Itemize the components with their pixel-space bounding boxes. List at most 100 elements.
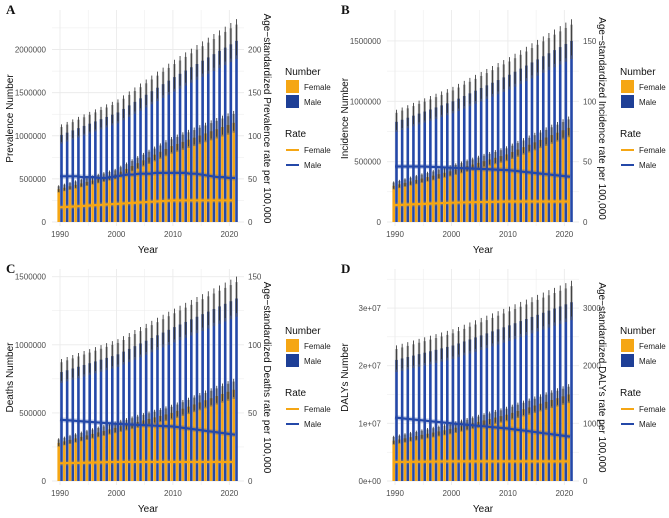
bar-male-2021 <box>570 40 573 222</box>
bar-female-2000 <box>113 427 117 481</box>
bar-female-1997 <box>431 432 435 481</box>
bar-female-2009 <box>499 416 503 481</box>
bar-female-2005 <box>142 420 145 481</box>
y-right-tick-label: 0 <box>248 477 253 486</box>
x-axis-label: Year <box>138 245 159 256</box>
bar-male-2020 <box>564 43 568 223</box>
bar-female-2006 <box>482 161 486 222</box>
bar-male-2012 <box>519 68 522 222</box>
bar-male-1991 <box>65 370 69 481</box>
legend-rate-female-label: Female <box>639 146 666 155</box>
y-right-tick-label: 150 <box>248 273 262 282</box>
bar-male-2016 <box>206 311 210 481</box>
y-right-axis-label: Age−standardized DALYs rate per 100,000 <box>596 282 607 473</box>
bar-male-2019 <box>558 306 562 481</box>
legend-rate-female-label: Female <box>304 405 331 414</box>
bar-male-2020 <box>564 304 568 481</box>
bar-female-2003 <box>130 423 134 481</box>
bar-male-2004 <box>139 98 142 222</box>
bar-female-1994 <box>79 183 83 222</box>
bar-male-1995 <box>423 352 427 481</box>
bar-female-1990 <box>57 442 60 481</box>
bar-female-1991 <box>398 439 401 481</box>
legend-female-swatch <box>621 339 634 352</box>
bar-female-2016 <box>539 403 542 481</box>
bar-male-2020 <box>229 301 233 481</box>
bar-female-2011 <box>510 151 514 222</box>
y-axis-label: Incidence Number <box>340 77 351 159</box>
bar-male-2008 <box>161 332 165 481</box>
bar-female-1997 <box>431 175 435 222</box>
chart-svg: 0 500000 1000000 1500000 0 50 100 150 1990 2000 20… <box>340 2 666 256</box>
bar-male-2019 <box>223 47 227 222</box>
bar-female-2009 <box>164 414 168 481</box>
y-tick-label: 500000 <box>354 158 381 167</box>
bar-female-2001 <box>454 169 458 222</box>
bar-male-2006 <box>150 91 154 223</box>
bar-male-2000 <box>116 354 120 481</box>
bar-female-2000 <box>448 429 452 481</box>
bar-female-2002 <box>460 426 463 481</box>
bar-female-1993 <box>409 437 412 481</box>
y-right-tick-label: 0 <box>583 477 588 486</box>
y-right-tick-label: 2000 <box>583 362 601 371</box>
bar-female-1990 <box>392 440 395 481</box>
y-tick-label: 2e+07 <box>359 362 382 371</box>
bar-male-2019 <box>558 47 562 222</box>
bar-male-2006 <box>485 333 489 481</box>
bar-female-1997 <box>96 432 100 481</box>
legend-rate-male-label: Male <box>304 161 322 170</box>
y-tick-label: 1500000 <box>15 273 47 282</box>
bar-male-1997 <box>434 107 438 222</box>
bar-male-1993 <box>77 366 80 481</box>
legend-female-swatch <box>286 80 299 93</box>
bar-female-2004 <box>471 423 475 481</box>
y-right-tick-label: 150 <box>248 89 262 98</box>
bar-male-2002 <box>462 95 466 222</box>
legend-female-label: Female <box>639 342 666 351</box>
bar-male-2010 <box>508 74 511 222</box>
bar-male-2005 <box>479 88 483 223</box>
bar-male-2013 <box>525 65 528 222</box>
bar-male-2004 <box>139 343 142 481</box>
bar-male-2009 <box>502 77 506 222</box>
bar-female-2007 <box>153 417 156 481</box>
bar-male-1991 <box>400 119 404 222</box>
y-tick-label: 1500000 <box>15 89 47 98</box>
x-tick-label: 2020 <box>220 230 238 239</box>
bar-male-2001 <box>457 98 460 222</box>
chart-svg: 0e+00 1e+07 2e+07 3e+07 0 1000 2000 3000 1990 200… <box>340 261 666 515</box>
bar-male-2005 <box>144 94 148 222</box>
rate-line-female <box>59 199 235 209</box>
y-axis-label: DALYs Number <box>340 342 351 411</box>
bar-male-1999 <box>111 356 114 481</box>
legend-male-swatch <box>621 95 634 108</box>
bar-male-1997 <box>434 349 438 481</box>
bar-female-2003 <box>130 166 134 222</box>
y-tick-label: 1500000 <box>350 37 382 46</box>
bar-female-2016 <box>204 133 207 222</box>
legend-rate-male-label: Male <box>304 420 322 429</box>
bar-male-1990 <box>395 121 398 222</box>
bar-male-2017 <box>547 53 551 222</box>
legend-male-label: Male <box>639 357 657 366</box>
bar-female-2003 <box>465 424 469 481</box>
y-right-tick-label: 100 <box>583 97 597 106</box>
bar-male-2007 <box>156 87 159 223</box>
bar-female-1994 <box>79 436 83 481</box>
bar-female-1993 <box>74 438 77 481</box>
y-tick-label: 1000000 <box>15 132 47 141</box>
rate-line-male <box>59 418 236 436</box>
bar-female-2014 <box>192 137 196 222</box>
x-tick-label: 1990 <box>51 230 69 239</box>
bar-female-2016 <box>539 139 542 222</box>
bar-female-1999 <box>108 429 111 481</box>
bar-male-2000 <box>116 112 120 222</box>
bar-male-2002 <box>127 105 131 222</box>
bar-female-2015 <box>533 405 537 481</box>
bar-female-1995 <box>85 181 89 222</box>
legend-rate-male-label: Male <box>639 161 657 170</box>
panel-c-deaths: 0 500000 1000000 1500000 0 50 100 150 1990 2000 20… <box>0 259 334 518</box>
bar-female-2018 <box>550 135 554 222</box>
legend-male-label: Male <box>304 357 322 366</box>
